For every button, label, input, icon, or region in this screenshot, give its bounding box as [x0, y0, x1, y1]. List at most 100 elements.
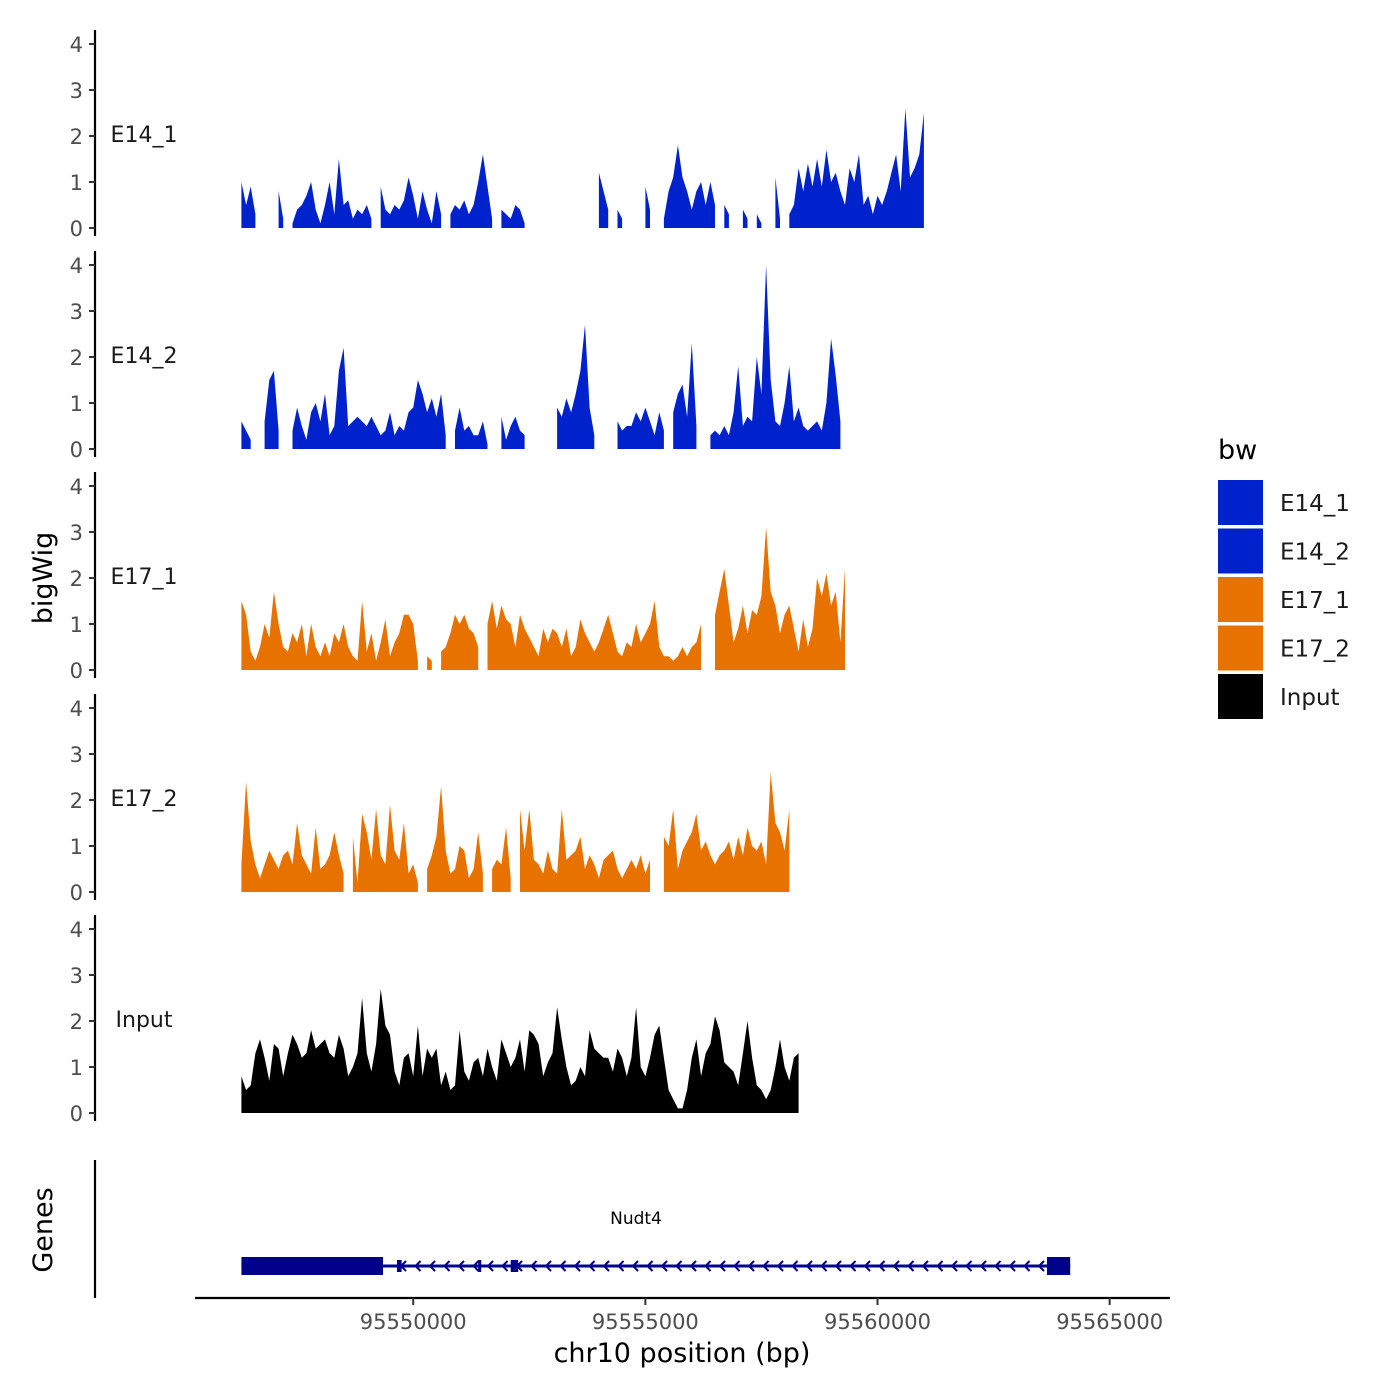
track-label: E17_2 — [111, 787, 178, 812]
signal-area — [617, 407, 664, 449]
track-label: E14_1 — [111, 123, 178, 148]
gene-exon — [241, 1257, 384, 1275]
strand-arrow — [892, 1260, 900, 1272]
signal-area — [645, 186, 650, 228]
strand-arrow — [457, 1260, 465, 1272]
gene-exon — [510, 1260, 519, 1272]
strand-arrow — [863, 1260, 871, 1272]
legend-key-E17_1 — [1218, 577, 1263, 622]
signal-area — [352, 804, 418, 892]
signal-area — [292, 347, 446, 449]
signal-area — [710, 265, 841, 449]
signal-area — [756, 214, 762, 228]
signal-area — [427, 786, 483, 892]
strand-arrow — [965, 1260, 973, 1272]
signal-area — [241, 781, 344, 892]
strand-arrow — [588, 1260, 596, 1272]
y-tick-label: 3 — [70, 964, 83, 988]
strand-arrow — [718, 1260, 726, 1272]
x-axis-title: chr10 position (bp) — [554, 1338, 811, 1369]
track-label: E14_2 — [111, 344, 178, 369]
legend-label: E17_1 — [1280, 588, 1350, 614]
signal-area — [450, 154, 493, 228]
y-tick-label: 0 — [70, 438, 83, 462]
strand-arrow — [747, 1260, 755, 1272]
y-tick-label: 3 — [70, 521, 83, 545]
legend-label: E17_2 — [1280, 637, 1350, 663]
signal-area — [663, 145, 715, 228]
strand-arrow — [950, 1260, 958, 1272]
y-tick-label: 1 — [70, 171, 83, 195]
strand-arrow — [878, 1260, 886, 1272]
signal-area — [724, 205, 729, 228]
signal-area — [241, 988, 799, 1113]
signal-area — [501, 205, 525, 228]
y-tick-label: 4 — [70, 254, 83, 278]
strand-arrow — [544, 1260, 552, 1272]
legend: bw E14_1 E14_2 E17_1 E17_2 Input — [1218, 435, 1350, 719]
strand-arrow — [573, 1260, 581, 1272]
signal-area — [487, 601, 702, 670]
y-tick-label: 0 — [70, 659, 83, 683]
y-tick-label: 1 — [70, 613, 83, 637]
track-E14_1: 0 1 2 3 4 E14_1 — [70, 30, 924, 241]
strand-arrow — [820, 1260, 828, 1272]
strand-arrow — [617, 1260, 625, 1272]
strand-arrow — [602, 1260, 610, 1272]
signal-area — [292, 159, 372, 228]
signal-area — [427, 656, 432, 670]
legend-key-E14_2 — [1218, 528, 1263, 574]
signal-area — [520, 809, 650, 892]
strand-arrow — [791, 1260, 799, 1272]
legend-key-E17_2 — [1218, 625, 1263, 671]
gene-panel: Nudt4 — [93, 1160, 1071, 1298]
y-axis-title: bigWig — [28, 532, 59, 625]
strand-arrow — [689, 1260, 697, 1272]
legend-key-Input — [1218, 674, 1263, 719]
track-label: E17_1 — [111, 565, 178, 590]
signal-area — [742, 209, 748, 228]
signal-area — [441, 614, 479, 670]
signal-area — [241, 182, 256, 228]
x-tick-label: 95555000 — [592, 1310, 699, 1334]
signal-area — [663, 772, 790, 892]
strand-arrow — [559, 1260, 567, 1272]
strand-arrow — [1023, 1260, 1031, 1272]
x-axis: 95550000 95555000 95560000 95565000 — [195, 1296, 1170, 1334]
gene-exon — [1046, 1257, 1071, 1275]
y-tick-label: 1 — [70, 1056, 83, 1080]
y-tick-label: 4 — [70, 918, 83, 942]
strand-arrow — [921, 1260, 929, 1272]
track-E14_2: 0 1 2 3 4 E14_2 — [70, 251, 841, 462]
strand-arrow — [530, 1260, 538, 1272]
x-tick-label: 95560000 — [824, 1310, 931, 1334]
strand-arrow — [472, 1260, 480, 1272]
x-tick-label: 95565000 — [1056, 1310, 1163, 1334]
signal-area — [241, 421, 251, 449]
strand-arrow — [994, 1260, 1002, 1272]
signal-area — [715, 527, 845, 670]
signal-area — [264, 370, 279, 449]
y-tick-label: 2 — [70, 346, 83, 370]
strand-arrow — [704, 1260, 712, 1272]
signal-area — [501, 416, 525, 449]
signal-area — [380, 177, 442, 228]
y-tick-label: 2 — [70, 125, 83, 149]
track-E17_1: 0 1 2 3 4 E17_1 — [70, 472, 845, 683]
legend-label: E14_1 — [1280, 491, 1350, 517]
y-tick-label: 0 — [70, 217, 83, 241]
y-tick-label: 1 — [70, 392, 83, 416]
legend-label: E14_2 — [1280, 540, 1350, 566]
y-tick-label: 1 — [70, 835, 83, 859]
strand-arrow — [501, 1260, 509, 1272]
track-E17_2: 0 1 2 3 4 E17_2 — [70, 694, 790, 905]
gene-name-label: Nudt4 — [610, 1209, 662, 1229]
y-tick-label: 2 — [70, 789, 83, 813]
signal-area — [455, 407, 488, 449]
strand-arrow — [660, 1260, 668, 1272]
strand-arrow — [675, 1260, 683, 1272]
signal-area — [241, 591, 418, 670]
strand-arrow — [936, 1260, 944, 1272]
strand-arrow — [428, 1260, 436, 1272]
signal-area — [617, 209, 623, 228]
